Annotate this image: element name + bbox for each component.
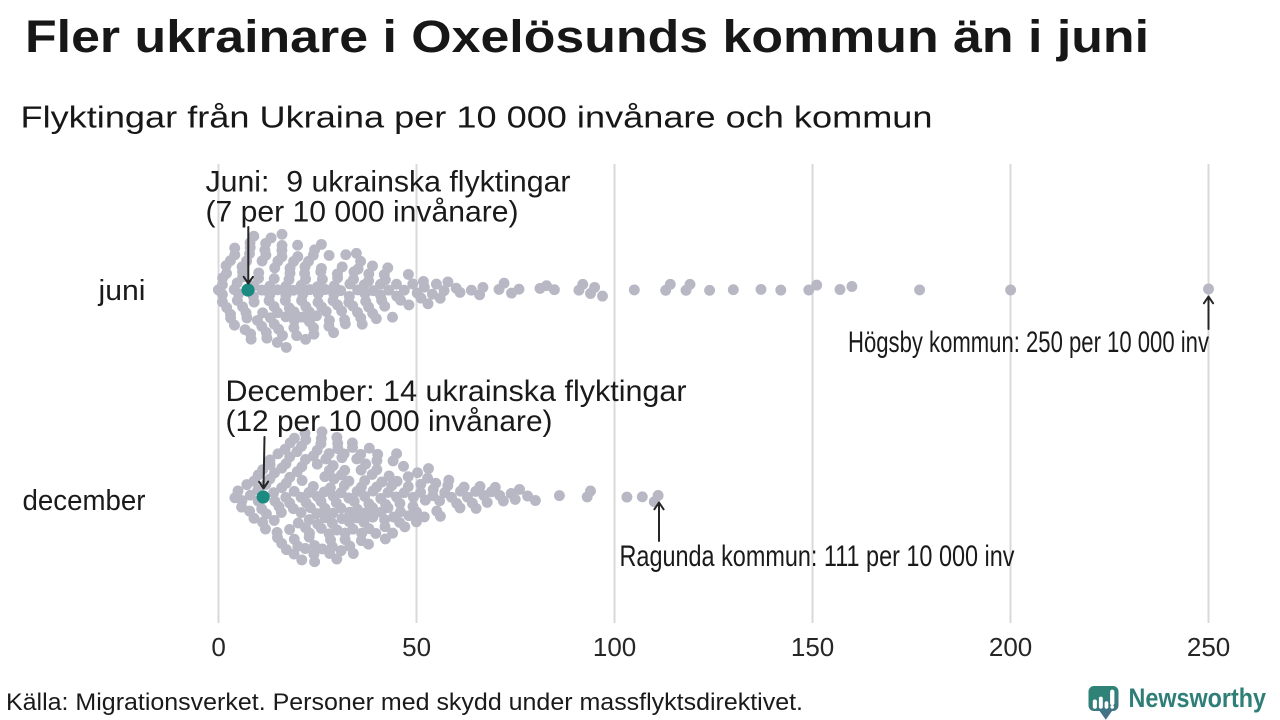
svg-text:Högsby kommun: 250 per 10 000: Högsby kommun: 250 per 10 000 inv: [848, 326, 1209, 359]
svg-text:December: 14 ukrainska flyktin: December: 14 ukrainska flyktingar: [226, 375, 687, 408]
svg-text:Källa: Migrationsverket. Perso: Källa: Migrationsverket. Personer med sk…: [6, 689, 803, 716]
svg-text:Ragunda kommun: 111 per 10 000: Ragunda kommun: 111 per 10 000 inv: [620, 540, 1015, 573]
svg-text:(12 per 10 000 invånare): (12 per 10 000 invånare): [226, 405, 553, 438]
svg-text:juni: juni: [97, 275, 145, 307]
svg-text:Newsworthy: Newsworthy: [1129, 683, 1267, 713]
svg-text:250: 250: [1187, 632, 1230, 662]
svg-text:(7 per 10 000 invånare): (7 per 10 000 invånare): [206, 196, 519, 229]
svg-text:50: 50: [402, 632, 431, 662]
svg-text:Fler ukrainare i Oxelösunds ko: Fler ukrainare i Oxelösunds kommun än i …: [25, 11, 1149, 62]
svg-text:0: 0: [211, 632, 225, 662]
svg-text:december: december: [23, 485, 146, 517]
svg-text:Juni: 9 ukrainska flyktingar: Juni: 9 ukrainska flyktingar: [206, 166, 571, 199]
svg-text:Flyktingar från Ukraina per 10: Flyktingar från Ukraina per 10 000 invån…: [21, 100, 933, 135]
svg-text:200: 200: [989, 632, 1032, 662]
svg-text:100: 100: [593, 632, 636, 662]
svg-text:150: 150: [791, 632, 834, 662]
